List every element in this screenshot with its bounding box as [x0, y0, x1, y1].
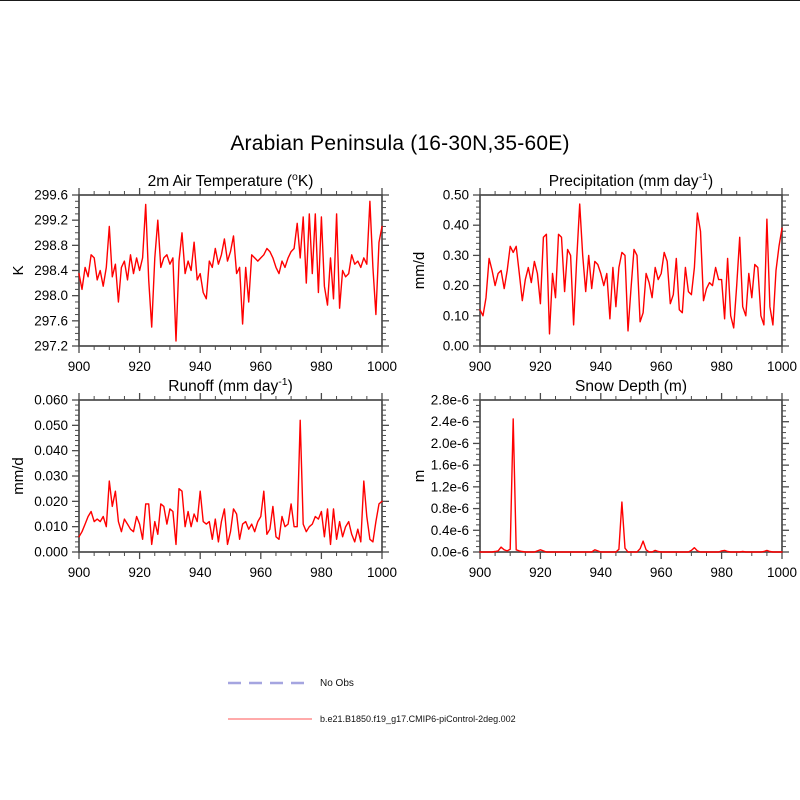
x-tick-label: 1000: [367, 565, 397, 580]
x-tick-label: 980: [310, 359, 333, 374]
panel-title: 2m Air Temperature (oK): [148, 171, 314, 190]
series-line-snow-depth: [479, 418, 783, 553]
model-run-line-icon: [228, 718, 312, 720]
y-tick-label: 0.0e-6: [431, 545, 469, 560]
y-axis-label: mm/d: [10, 457, 27, 495]
y-tick-label: 0.50: [443, 188, 469, 203]
panel-runoff: 900 920 940 960 980 1000 0.000 0.010 0.020 0.030 0…: [10, 376, 397, 580]
series-line-air-temperature: [78, 200, 383, 342]
x-tick-label: 940: [590, 359, 613, 374]
x-tick-label: 940: [189, 359, 212, 374]
y-axis-label: K: [10, 265, 27, 275]
y-tick-label: 0.050: [34, 418, 68, 433]
y-tick-label: 2.0e-6: [431, 436, 469, 451]
x-tick-label: 960: [250, 359, 273, 374]
x-tick-label: 1000: [367, 359, 397, 374]
y-tick-label: 0.030: [34, 469, 68, 484]
x-tick-label: 980: [710, 565, 733, 580]
x-tick-label: 940: [590, 565, 613, 580]
legend-entry-no-obs: No Obs: [227, 677, 354, 689]
y-tick-label: 2.8e-6: [431, 393, 469, 408]
charts-canvas: 900 920 940 960 980 1000 297.2 297.6 298.0 298.4 2…: [10, 171, 797, 580]
x-tick-label: 900: [469, 359, 492, 374]
y-tick-label: 298.8: [34, 238, 68, 253]
figure-title: Arabian Peninsula (16-30N,35-60E): [230, 132, 570, 155]
x-tick-label: 920: [529, 565, 552, 580]
y-tick-label: 0.00: [443, 339, 469, 354]
y-tick-label: 1.2e-6: [431, 479, 469, 494]
x-tick-label: 920: [529, 359, 552, 374]
x-tick-label: 900: [68, 359, 91, 374]
y-tick-label: 0.30: [443, 248, 469, 263]
legend-label-model-run: b.e21.B1850.f19_g17.CMIP6-piControl-2deg…: [320, 714, 516, 724]
y-tick-label: 298.4: [34, 263, 68, 278]
x-tick-label: 980: [710, 359, 733, 374]
y-tick-label: 0.20: [443, 278, 469, 293]
plot-border: [479, 399, 783, 553]
y-tick-label: 0.000: [34, 545, 68, 560]
y-tick-label: 298.0: [34, 288, 68, 303]
y-tick-label: 0.40: [443, 218, 469, 233]
x-tick-label: 920: [128, 565, 151, 580]
x-tick-label: 900: [68, 565, 91, 580]
y-tick-label: 0.010: [34, 519, 68, 534]
series-line-precipitation: [479, 203, 783, 335]
y-tick-label: 0.020: [34, 494, 68, 509]
x-tick-label: 960: [650, 565, 673, 580]
no-obs-dashed-line-icon: [228, 681, 312, 685]
panel-snow-depth: 900 920 940 960 980 1000 0.0e-6 0.4e-6 0.8e-6 1.2…: [411, 378, 797, 580]
y-tick-label: 0.8e-6: [431, 501, 469, 516]
y-axis-label: m: [411, 470, 428, 483]
y-tick-label: 0.060: [34, 393, 68, 408]
panel-air-temperature: 900 920 940 960 980 1000 297.2 297.6 298.0 298.4 2…: [10, 171, 397, 374]
x-tick-label: 1000: [767, 565, 797, 580]
panel-title: Snow Depth (m): [575, 378, 687, 395]
panel-title: Runoff (mm day-1): [168, 376, 293, 395]
x-tick-label: 920: [128, 359, 151, 374]
y-tick-label: 297.2: [34, 339, 68, 354]
panel-precipitation: 900 920 940 960 980 1000 0.00 0.10 0.20 0.30 0.40 0…: [411, 171, 797, 374]
x-tick-label: 1000: [767, 359, 797, 374]
y-tick-label: 1.6e-6: [431, 458, 469, 473]
y-tick-label: 299.2: [34, 213, 68, 228]
y-tick-label: 0.10: [443, 308, 469, 323]
x-tick-label: 960: [250, 565, 273, 580]
plot-border: [479, 194, 783, 347]
legend-entry-model-run: b.e21.B1850.f19_g17.CMIP6-piControl-2deg…: [227, 713, 516, 725]
y-tick-label: 0.040: [34, 443, 68, 458]
y-tick-label: 2.4e-6: [431, 414, 469, 429]
x-tick-label: 900: [469, 565, 492, 580]
y-axis-label: mm/d: [411, 252, 428, 290]
x-tick-label: 980: [310, 565, 333, 580]
x-tick-label: 940: [189, 565, 212, 580]
y-tick-label: 297.6: [34, 313, 68, 328]
legend-label-no-obs: No Obs: [320, 677, 354, 689]
series-line-runoff: [78, 419, 383, 546]
x-tick-label: 960: [650, 359, 673, 374]
y-tick-label: 0.4e-6: [431, 523, 469, 538]
y-tick-label: 299.6: [34, 188, 68, 203]
panel-title: Precipitation (mm day-1): [549, 171, 713, 190]
